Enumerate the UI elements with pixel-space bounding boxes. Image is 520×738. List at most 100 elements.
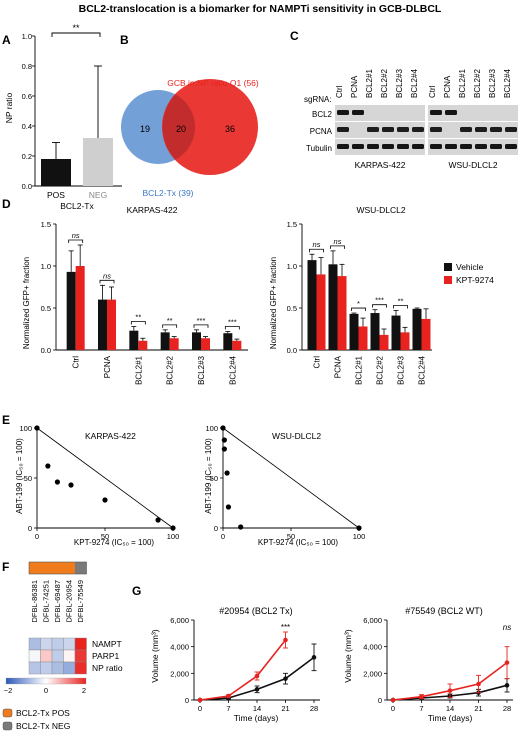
- panel-b-venn: GCB in NP ratio Q1 (56) BCL2-Tx (39) 19 …: [121, 78, 259, 198]
- blot-sgrna-label: sgRNA:: [304, 95, 332, 104]
- heatmap-cell: [63, 649, 76, 663]
- blot-band-pcna: [382, 127, 394, 132]
- panel-e-point: [34, 425, 40, 431]
- venn-blue-label: BCL2-Tx (39): [142, 188, 193, 198]
- heatmap-sample-label: DFBL-69487: [53, 580, 62, 623]
- bar-vehicle: [98, 299, 107, 350]
- panel-g-y-label-right: Volume (mm³): [343, 629, 353, 683]
- panel-g-point: [476, 681, 481, 687]
- panel-e-point: [170, 525, 176, 531]
- panel-e-x-label-left: KPT-9274 (IC₅₀ = 100): [74, 538, 154, 547]
- blot-band-pcna: [460, 127, 472, 132]
- bar-kpt: [316, 274, 326, 350]
- blot-band-tubulin: [430, 144, 442, 149]
- panel-e-xtick: 0: [35, 532, 39, 541]
- line-kpt: [199, 639, 287, 701]
- panel-g-title-20954: #20954 (BCL2 Tx): [219, 606, 292, 616]
- panel-g-tumor-volume: Volume (mm³) Volume (mm³) #20954 (BCL2 T…: [150, 606, 513, 723]
- panel-e-ytick: 0: [28, 524, 32, 533]
- blot-band-tubulin: [505, 144, 517, 149]
- panel-d-sig-label: ***: [197, 316, 206, 325]
- panel-d-ytick: 0.5: [41, 304, 51, 313]
- panel-d-xtick: BCL2#1: [355, 355, 364, 384]
- blot-lane-label: PCNA: [443, 75, 452, 98]
- panel-d-xtick: Ctrl: [72, 356, 81, 369]
- venn-blue-only-count: 19: [140, 124, 150, 134]
- panel-d-sig-bracket: [372, 304, 387, 308]
- heatmap-scale-mid: 0: [44, 686, 48, 695]
- panel-a-ytick: 1.0: [22, 32, 32, 41]
- heatmap-cell: [40, 661, 53, 675]
- panel-e-point: [225, 504, 232, 510]
- panel-d-sig-bracket: [393, 305, 408, 309]
- panel-a-ytick: 0.6: [22, 92, 32, 101]
- legend-kpt-label: KPT-9274: [456, 275, 494, 285]
- heatmap-cell: [74, 637, 87, 651]
- legend-bcl2-pos-label: BCL2-Tx POS: [16, 708, 70, 718]
- blot-band-tubulin: [475, 144, 487, 149]
- blot-bcl2-box-left: [335, 105, 425, 121]
- blot-band-pcna: [367, 127, 379, 132]
- panel-g-point: [390, 697, 396, 703]
- panel-d-y-label-right: Normalized GFP+ fraction: [269, 257, 278, 349]
- panel-d-xtick: BCL2#3: [197, 355, 206, 384]
- bar-kpt: [232, 340, 242, 350]
- panel-a-sig-label: **: [72, 23, 80, 33]
- blot-band-pcna: [430, 127, 442, 132]
- panel-a-bar: [83, 138, 113, 186]
- venn-red-label: GCB in NP ratio Q1 (56): [167, 78, 259, 88]
- blot-lane-label: PCNA: [350, 75, 359, 98]
- panel-d-sig-bracket: [99, 279, 115, 284]
- blot-cell-line-karpas: KARPAS-422: [355, 160, 406, 170]
- heatmap-scale-max: 2: [82, 686, 86, 695]
- panel-e-point: [68, 482, 74, 488]
- panel-d-gfp-charts: Normalized GFP+ fraction Normalized GFP+…: [22, 205, 494, 385]
- panel-e-xtick: 100: [353, 532, 366, 541]
- panel-g-ytick: 2,000: [170, 669, 189, 678]
- bar-vehicle: [370, 313, 380, 350]
- blot-band-pcna: [505, 127, 517, 132]
- blot-lane-label: BCL2#1: [458, 69, 467, 98]
- panel-g-point: [504, 660, 510, 665]
- panel-e-point: [238, 524, 244, 530]
- heatmap-row-label-parp1: PARP1: [92, 651, 120, 661]
- panel-e-point: [45, 463, 51, 469]
- panel-e-isobologram: ABT-199 (IC₅₀ = 100) ABT-199 (IC₅₀ = 100…: [15, 424, 365, 547]
- heatmap-annotation-pos: [40, 562, 52, 574]
- heatmap-cell: [74, 649, 87, 663]
- legend-vehicle-label: Vehicle: [456, 262, 484, 272]
- blot-band-bcl2: [445, 110, 457, 115]
- heatmap-sample-label: DFBL-74251: [42, 580, 51, 623]
- bar-kpt: [421, 318, 431, 350]
- panel-d-sig-label: ns: [334, 237, 342, 246]
- panel-d-sig-bracket: [351, 307, 366, 312]
- panel-g-x-label-right: Time (days): [428, 713, 473, 723]
- bar-vehicle: [391, 315, 401, 350]
- panel-d-sig-bracket: [162, 324, 178, 328]
- blot-bcl2-box-right: [428, 105, 518, 121]
- panel-d-ytick: 0.0: [287, 346, 297, 355]
- panel-e-title-karpas: KARPAS-422: [85, 431, 136, 441]
- panel-g-xtick: 21: [281, 704, 289, 713]
- legend-bcl2-neg-swatch: [2, 721, 13, 731]
- panel-d-sig-label: ns: [72, 231, 80, 240]
- panel-a-xtick-pos: POS: [47, 190, 65, 200]
- blot-pcna-box-left: [335, 122, 425, 138]
- blot-tubulin-box-left: [335, 139, 425, 155]
- bar-kpt: [201, 338, 210, 350]
- blot-lane-label: BCL2#1: [365, 69, 374, 98]
- heatmap-annotation-pos: [63, 562, 75, 574]
- panel-e-point: [54, 479, 61, 485]
- heatmap-cell: [51, 637, 64, 651]
- blot-band-tubulin: [367, 144, 379, 149]
- blot-band-bcl2: [337, 110, 349, 115]
- panel-g-title-75549: #75549 (BCL2 WT): [405, 606, 483, 616]
- panel-d-ytick: 1.5: [41, 220, 51, 229]
- panel-a-ytick: 0.8: [22, 62, 32, 71]
- bar-kpt: [400, 332, 410, 350]
- panel-d-xtick: BCL2#4: [228, 355, 237, 384]
- panel-e-additivity-line: [222, 427, 360, 529]
- panel-g-ytick: 0: [185, 696, 189, 705]
- panel-a-ytick: 0.2: [22, 152, 32, 161]
